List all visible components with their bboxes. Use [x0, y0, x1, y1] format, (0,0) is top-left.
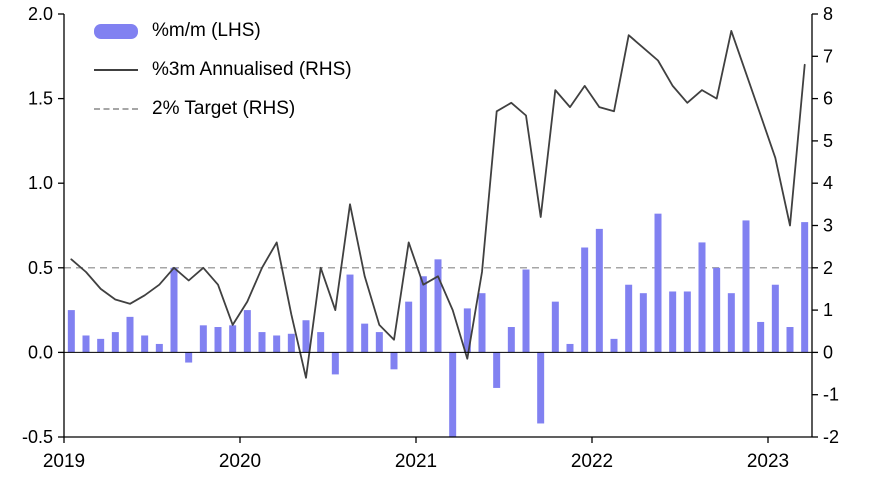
svg-text:1: 1: [823, 300, 833, 320]
target-line-swatch-icon: [94, 108, 138, 110]
svg-text:-2: -2: [823, 427, 839, 447]
svg-text:2.0: 2.0: [28, 4, 53, 24]
svg-text:0: 0: [823, 342, 833, 362]
svg-text:1.0: 1.0: [28, 173, 53, 193]
svg-text:8: 8: [823, 4, 833, 24]
legend-item-mm: %m/m (LHS): [94, 16, 352, 46]
legend-label-mm: %m/m (LHS): [152, 20, 261, 41]
legend: %m/m (LHS) %3m Annualised (RHS) 2% Targe…: [94, 16, 352, 124]
legend-item-target: 2% Target (RHS): [94, 94, 352, 124]
svg-text:2019: 2019: [43, 451, 85, 472]
svg-text:5: 5: [823, 131, 833, 151]
legend-item-3m-annualised: %3m Annualised (RHS): [94, 55, 352, 85]
legend-label-target: 2% Target (RHS): [152, 98, 296, 119]
svg-text:0.5: 0.5: [28, 258, 53, 278]
svg-text:-0.5: -0.5: [22, 427, 53, 447]
svg-text:2022: 2022: [571, 451, 613, 472]
svg-text:0.0: 0.0: [28, 342, 53, 362]
bar-series-swatch-icon: [94, 23, 138, 39]
svg-text:2020: 2020: [219, 451, 261, 472]
svg-text:2: 2: [823, 258, 833, 278]
svg-text:2021: 2021: [395, 451, 437, 472]
svg-text:2023: 2023: [747, 451, 789, 472]
line-series-swatch-icon: [94, 69, 138, 71]
svg-text:6: 6: [823, 89, 833, 109]
svg-text:4: 4: [823, 173, 833, 193]
svg-text:3: 3: [823, 216, 833, 236]
svg-text:7: 7: [823, 46, 833, 66]
svg-text:-1: -1: [823, 385, 839, 405]
svg-text:1.5: 1.5: [28, 89, 53, 109]
legend-label-3m-annualised: %3m Annualised (RHS): [152, 59, 352, 80]
